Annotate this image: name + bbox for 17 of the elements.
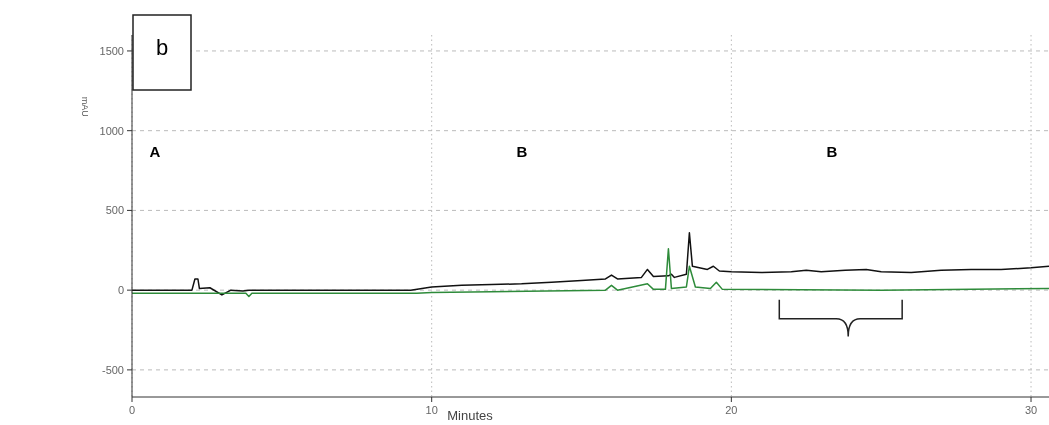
annotation: B xyxy=(826,143,838,160)
y-tick-label: 500 xyxy=(105,204,124,217)
x-tick-label: 0 xyxy=(128,404,136,416)
x-tick-label: 20 xyxy=(725,404,738,416)
x-tick-label: 10 xyxy=(425,404,438,416)
annotation: b xyxy=(155,35,169,60)
annotation: A xyxy=(149,143,161,160)
x-tick-label: 30 xyxy=(1024,404,1038,416)
y-tick-label: 1000 xyxy=(99,124,124,137)
line-series xyxy=(131,231,1049,296)
line-series xyxy=(131,247,1049,298)
y-axis-title: mAU xyxy=(80,96,90,117)
y-tick-label: 0 xyxy=(117,284,124,296)
y-tick-label: -500 xyxy=(101,363,124,376)
x-axis-title: Minutes xyxy=(447,408,494,423)
annotation: B xyxy=(516,143,528,160)
y-tick-label: 1500 xyxy=(99,44,124,57)
